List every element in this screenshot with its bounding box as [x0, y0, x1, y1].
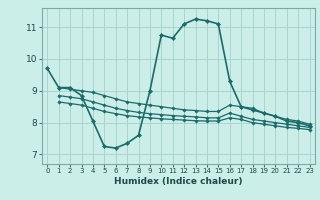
X-axis label: Humidex (Indice chaleur): Humidex (Indice chaleur) [114, 177, 243, 186]
